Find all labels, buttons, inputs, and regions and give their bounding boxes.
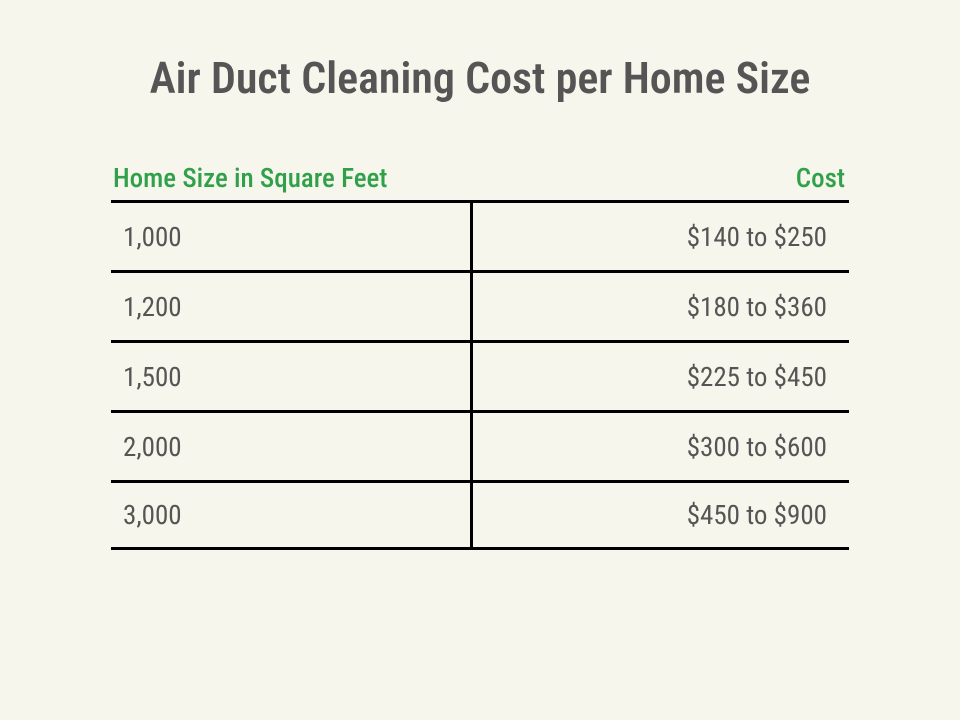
cell-cost: $300 to $600	[473, 431, 849, 463]
cell-cost: $180 to $360	[473, 291, 849, 323]
cell-cost: $140 to $250	[473, 221, 849, 253]
cell-home-size: 2,000	[111, 413, 473, 480]
column-header-home-size: Home Size in Square Feet	[111, 162, 473, 194]
cell-home-size: 3,000	[111, 483, 473, 547]
cost-table: Home Size in Square Feet Cost 1,000 $140…	[111, 162, 849, 550]
table-row: 3,000 $450 to $900	[111, 480, 849, 550]
table-row: 1,200 $180 to $360	[111, 270, 849, 340]
table-row: 1,500 $225 to $450	[111, 340, 849, 410]
table-header-row: Home Size in Square Feet Cost	[111, 162, 849, 200]
column-header-cost: Cost	[473, 162, 849, 194]
table-row: 2,000 $300 to $600	[111, 410, 849, 480]
table-row: 1,000 $140 to $250	[111, 200, 849, 270]
cell-cost: $225 to $450	[473, 361, 849, 393]
cell-home-size: 1,200	[111, 273, 473, 340]
cell-home-size: 1,500	[111, 343, 473, 410]
cell-home-size: 1,000	[111, 203, 473, 270]
page-container: Air Duct Cleaning Cost per Home Size Hom…	[0, 0, 960, 720]
cell-cost: $450 to $900	[473, 499, 849, 531]
page-title: Air Duct Cleaning Cost per Home Size	[0, 52, 960, 104]
